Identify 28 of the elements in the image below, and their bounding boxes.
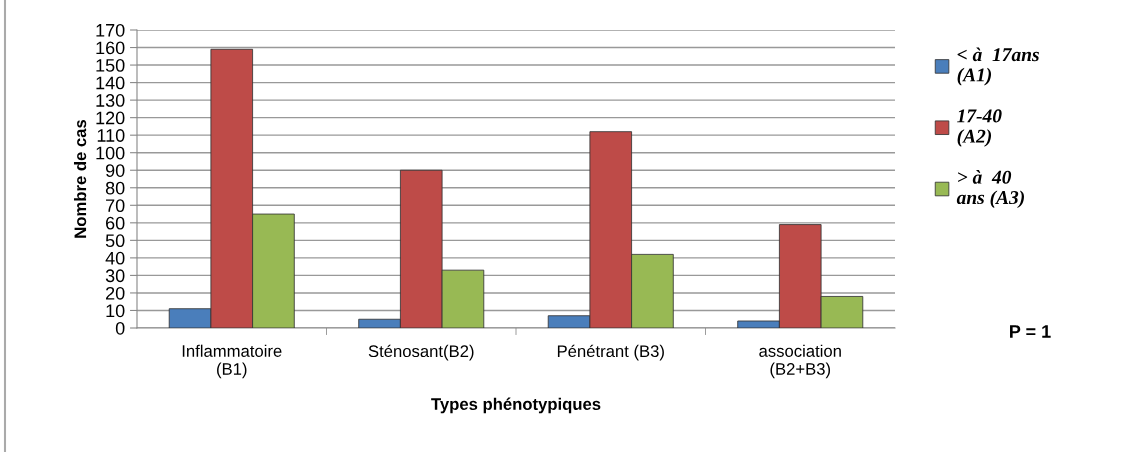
y-tick-label: 40 — [105, 251, 125, 265]
y-tick-label: 110 — [97, 129, 125, 142]
y-tick-label: 100 — [96, 146, 125, 160]
y-tick-label: 60 — [106, 216, 125, 230]
legend-label: > à 40 ans (A3) — [956, 170, 1024, 209]
y-tick-label: 30 — [105, 269, 125, 283]
x-tick-label: Pénétrant (B3) — [557, 344, 664, 361]
text: P = 1 — [1010, 325, 1051, 338]
y-tick-label: 80 — [105, 181, 125, 195]
y-tick-label: 50 — [105, 234, 125, 248]
y-tick-label: 70 — [106, 199, 125, 213]
y-tick-label: 0 — [115, 321, 125, 335]
y-tick-label: 160 — [96, 41, 125, 55]
y-tick-label: 150 — [96, 58, 125, 72]
y-tick-label: 140 — [96, 76, 125, 90]
x-tick-label: association (B2+B3) — [759, 344, 841, 379]
y-tick-label: 20 — [106, 286, 125, 300]
y-tick-label: 90 — [105, 164, 125, 177]
y-tick-label: 10 — [106, 304, 125, 318]
y-tick-label: 120 — [96, 111, 125, 125]
x-tick-label: Sténosant(B2) — [368, 344, 474, 361]
x-axis-title: Types phénotypiques — [431, 397, 601, 414]
legend-label: 17-40 (A2) — [957, 109, 1002, 147]
x-tick-label: Inflammatoire (B1) — [182, 344, 282, 379]
y-axis-title: Nombre de cas — [73, 119, 87, 238]
y-tick-label: 130 — [96, 94, 125, 107]
y-tick-label: 170 — [96, 23, 125, 37]
legend-label: < à 17ans (A1) — [957, 47, 1039, 86]
